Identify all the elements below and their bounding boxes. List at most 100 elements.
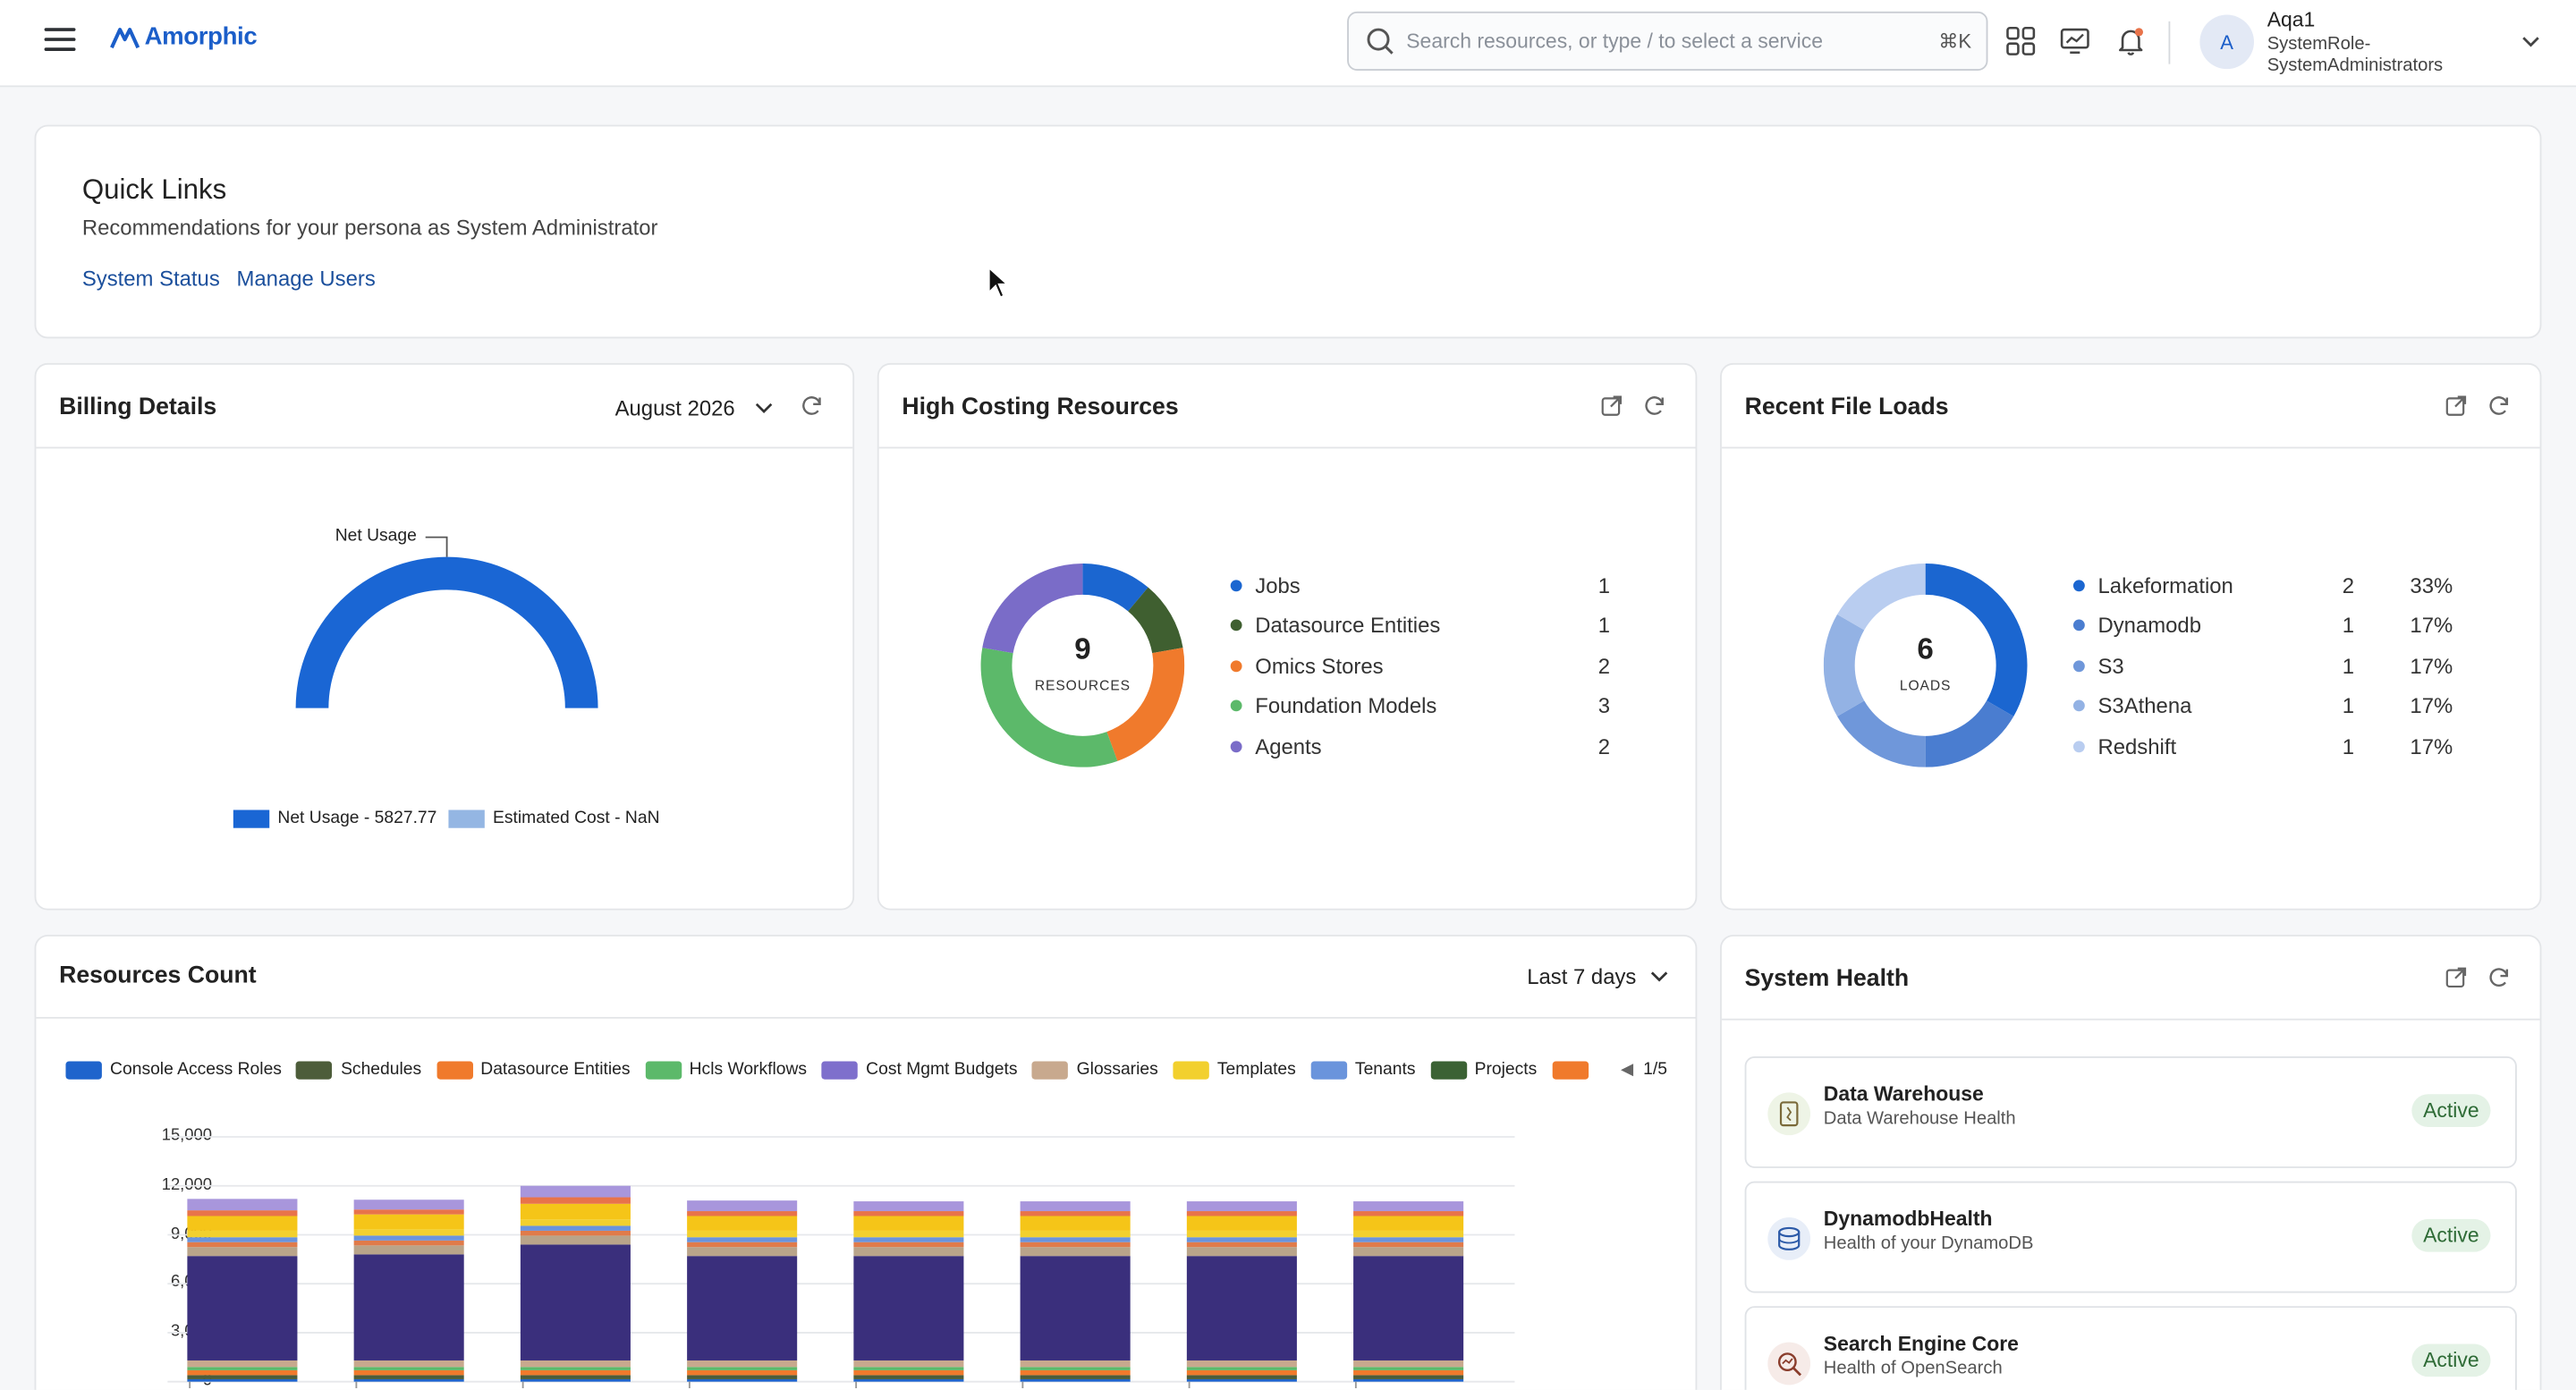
bar-segment[interactable] bbox=[1353, 1201, 1464, 1212]
bar-segment[interactable] bbox=[353, 1229, 464, 1236]
bar-segment[interactable] bbox=[520, 1219, 631, 1226]
legend-item[interactable]: Templates bbox=[1173, 1060, 1296, 1080]
bar-segment[interactable] bbox=[1020, 1242, 1131, 1248]
legend-prev-page-icon[interactable]: ◀ bbox=[1620, 1060, 1634, 1079]
bar-segment[interactable] bbox=[853, 1230, 964, 1238]
bar-segment[interactable] bbox=[687, 1237, 798, 1242]
bar-segment[interactable] bbox=[1353, 1375, 1464, 1379]
bar-segment[interactable] bbox=[687, 1211, 798, 1216]
legend-net-usage[interactable]: Net Usage - 5827.77 bbox=[233, 809, 436, 828]
legend-item[interactable]: S3 bbox=[2072, 654, 2124, 678]
bar-segment[interactable] bbox=[187, 1242, 298, 1248]
bar-segment[interactable] bbox=[1186, 1378, 1297, 1382]
legend-item[interactable]: Schedules bbox=[296, 1060, 421, 1080]
refresh-icon[interactable] bbox=[1643, 394, 1666, 418]
bar-segment[interactable] bbox=[1353, 1256, 1464, 1360]
stacked-bar[interactable] bbox=[187, 1199, 298, 1382]
health-item-search-engine-core[interactable]: Search Engine Core Health of OpenSearch … bbox=[1744, 1306, 2517, 1390]
bar-segment[interactable] bbox=[520, 1235, 631, 1245]
bar-segment[interactable] bbox=[520, 1197, 631, 1204]
open-external-icon[interactable] bbox=[2445, 966, 2468, 989]
file-loads-slice-dynamodb[interactable] bbox=[1925, 700, 2014, 767]
bar-segment[interactable] bbox=[520, 1203, 631, 1220]
bar-segment[interactable] bbox=[520, 1244, 631, 1360]
billing-period-select[interactable]: August 2026 bbox=[615, 396, 775, 420]
high-costing-slice-datasource-entities[interactable] bbox=[1128, 587, 1183, 654]
bar-segment[interactable] bbox=[187, 1256, 298, 1360]
bar-segment[interactable] bbox=[1186, 1216, 1297, 1231]
bar-segment[interactable] bbox=[1186, 1230, 1297, 1238]
legend-item[interactable]: Datasource Entities bbox=[1230, 614, 1440, 638]
bar-segment[interactable] bbox=[853, 1247, 964, 1257]
bar-segment[interactable] bbox=[853, 1237, 964, 1242]
bar-segment[interactable] bbox=[1353, 1247, 1464, 1257]
bar-segment[interactable] bbox=[520, 1185, 631, 1198]
legend-item[interactable]: Lakeformation bbox=[2072, 573, 2233, 598]
bar-segment[interactable] bbox=[187, 1237, 298, 1242]
stacked-bar[interactable] bbox=[1020, 1201, 1131, 1382]
quick-link-system-status[interactable]: System Status bbox=[81, 266, 220, 292]
legend-item[interactable]: Redshift bbox=[2072, 733, 2176, 759]
legend-item[interactable]: Dynamodb bbox=[2072, 614, 2201, 638]
bar-segment[interactable] bbox=[1186, 1242, 1297, 1248]
bar-segment[interactable] bbox=[1353, 1369, 1464, 1376]
stacked-bar[interactable] bbox=[520, 1185, 631, 1382]
bar-segment[interactable] bbox=[687, 1216, 798, 1231]
avatar[interactable]: A bbox=[2199, 14, 2254, 70]
bar-segment[interactable] bbox=[1186, 1247, 1297, 1257]
bar-segment[interactable] bbox=[353, 1254, 464, 1360]
apps-grid-icon[interactable] bbox=[2004, 25, 2038, 58]
bar-segment[interactable] bbox=[1353, 1237, 1464, 1242]
bar-segment[interactable] bbox=[520, 1360, 631, 1368]
bar-segment[interactable] bbox=[187, 1360, 298, 1368]
bar-segment[interactable] bbox=[853, 1201, 964, 1212]
hamburger-menu-icon[interactable] bbox=[44, 28, 76, 54]
bar-segment[interactable] bbox=[353, 1235, 464, 1241]
open-external-icon[interactable] bbox=[1600, 394, 1623, 418]
bar-segment[interactable] bbox=[1020, 1256, 1131, 1360]
bar-segment[interactable] bbox=[1186, 1360, 1297, 1368]
legend-item[interactable]: Tenants bbox=[1310, 1060, 1415, 1080]
bar-segment[interactable] bbox=[853, 1378, 964, 1382]
high-costing-slice-agents[interactable] bbox=[982, 563, 1083, 654]
bar-segment[interactable] bbox=[1186, 1367, 1297, 1370]
legend-item[interactable]: Glossaries bbox=[1032, 1060, 1158, 1080]
bar-segment[interactable] bbox=[687, 1256, 798, 1360]
file-loads-slice-redshift[interactable] bbox=[1837, 563, 1926, 631]
bar-segment[interactable] bbox=[1186, 1375, 1297, 1379]
notification-bell-icon[interactable] bbox=[2114, 25, 2148, 58]
bar-segment[interactable] bbox=[353, 1375, 464, 1379]
stacked-bar[interactable] bbox=[1186, 1201, 1297, 1382]
file-loads-slice-s3athena[interactable] bbox=[1823, 614, 1865, 716]
bar-segment[interactable] bbox=[353, 1199, 464, 1210]
bar-segment[interactable] bbox=[1186, 1369, 1297, 1376]
bar-segment[interactable] bbox=[353, 1360, 464, 1368]
bar-segment[interactable] bbox=[853, 1216, 964, 1231]
app-logo[interactable]: Amorphic bbox=[108, 23, 258, 51]
bar-segment[interactable] bbox=[687, 1375, 798, 1379]
bar-segment[interactable] bbox=[353, 1214, 464, 1230]
bar-segment[interactable] bbox=[1020, 1378, 1131, 1382]
bar-segment[interactable] bbox=[520, 1378, 631, 1382]
legend-item[interactable]: Foundation Models bbox=[1230, 693, 1436, 718]
bar-segment[interactable] bbox=[1020, 1360, 1131, 1368]
bar-segment[interactable] bbox=[187, 1378, 298, 1382]
legend-item[interactable]: Jobs bbox=[1230, 573, 1301, 598]
bar-segment[interactable] bbox=[853, 1367, 964, 1370]
legend-item[interactable]: Projects bbox=[1430, 1060, 1537, 1080]
bar-segment[interactable] bbox=[853, 1256, 964, 1360]
quick-link-manage-users[interactable]: Manage Users bbox=[236, 266, 376, 292]
bar-segment[interactable] bbox=[353, 1245, 464, 1255]
bar-segment[interactable] bbox=[1353, 1242, 1464, 1248]
legend-estimated-cost[interactable]: Estimated Cost - NaN bbox=[448, 809, 660, 828]
bar-segment[interactable] bbox=[187, 1369, 298, 1376]
health-item-data-warehouse[interactable]: Data Warehouse Data Warehouse Health Act… bbox=[1744, 1056, 2517, 1168]
bar-segment[interactable] bbox=[520, 1225, 631, 1231]
chevron-down-icon[interactable] bbox=[2521, 33, 2542, 49]
bar-segment[interactable] bbox=[520, 1375, 631, 1379]
legend-item[interactable]: Hcls Workflows bbox=[645, 1060, 807, 1080]
bar-segment[interactable] bbox=[1353, 1360, 1464, 1368]
legend-item[interactable]: Datasource Entities bbox=[436, 1060, 631, 1080]
bar-segment[interactable] bbox=[353, 1209, 464, 1215]
file-loads-slice-s3[interactable] bbox=[1837, 700, 1926, 767]
